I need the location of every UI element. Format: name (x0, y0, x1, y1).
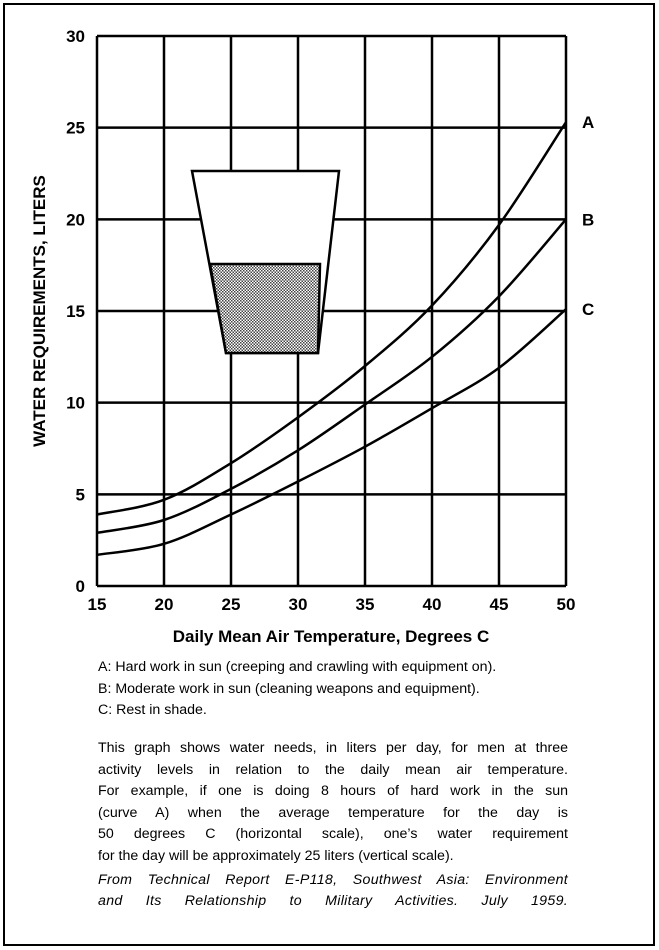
citation-line: and Its Relationship to Military Activit… (98, 893, 568, 909)
y-tick-label: 0 (76, 577, 85, 596)
curve-label-c: C (582, 300, 594, 319)
legend-item-b: B: Moderate work in sun (cleaning weapon… (98, 680, 480, 697)
legend-item-c: C: Rest in shade. (98, 702, 207, 718)
description-paragraph: This graph shows water needs, in liters … (98, 738, 568, 867)
curve-b (96, 218, 567, 535)
curve-a (96, 121, 568, 516)
curve-c (96, 308, 567, 557)
description-line: activity levels in relation to the daily… (98, 761, 568, 778)
curves: A B C (96, 113, 594, 557)
y-tick-label: 5 (76, 485, 85, 504)
x-tick-label: 15 (88, 595, 107, 614)
grid (95, 34, 568, 588)
description-line: for the day will be approximately 25 lit… (98, 847, 454, 864)
x-axis-label: Daily Mean Air Temperature, Degrees C (173, 627, 490, 646)
x-tick-label: 30 (289, 595, 308, 614)
y-axis-label: WATER REQUIREMENTS, LITERS (30, 175, 49, 447)
description-line: 50 degrees C (horizontal scale), one’s w… (98, 826, 568, 842)
water-cup-icon (190, 169, 341, 355)
citation-line: From Technical Report E-P118, Southwest … (98, 872, 568, 888)
x-tick-label: 40 (423, 595, 442, 614)
legend-item-a: A: Hard work in sun (creeping and crawli… (98, 659, 497, 675)
tick-labels: 15 20 25 30 35 40 45 50 0 5 10 15 20 25 30 (66, 27, 575, 614)
curve-label-a: A (582, 113, 594, 132)
y-tick-label: 30 (66, 27, 85, 46)
x-tick-label: 50 (557, 595, 576, 614)
x-tick-label: 20 (155, 595, 174, 614)
page-border (3, 3, 655, 946)
description-line: (curve A) when the average temperature f… (98, 804, 568, 821)
x-tick-label: 35 (356, 595, 375, 614)
curve-label-b: B (582, 210, 594, 229)
description-line: For example, if one is doing 8 hours of … (98, 783, 568, 799)
y-tick-label: 20 (66, 210, 85, 229)
x-tick-label: 45 (490, 595, 509, 614)
x-tick-label: 25 (222, 595, 241, 614)
description-line: This graph shows water needs, in liters … (98, 740, 568, 756)
y-tick-label: 15 (66, 302, 85, 321)
water-requirement-chart: A B C 15 20 25 30 35 40 45 50 0 5 10 15 20 25 30 WATER R… (30, 27, 594, 646)
curve-legend: A: Hard work in sun (creeping and crawli… (98, 657, 568, 722)
source-citation: From Technical Report E-P118, Southwest … (98, 870, 568, 912)
y-tick-label: 25 (66, 119, 85, 138)
y-tick-label: 10 (66, 394, 85, 413)
